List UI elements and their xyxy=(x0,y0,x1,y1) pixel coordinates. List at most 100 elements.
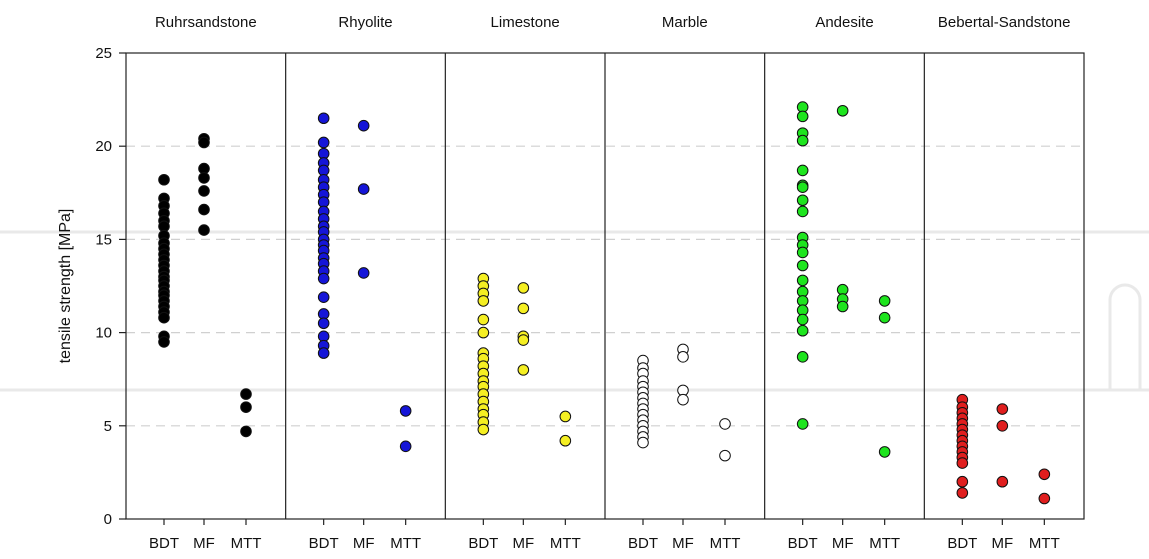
data-point xyxy=(240,425,252,438)
x-tick-label: MF xyxy=(672,535,694,552)
panel-title: Limestone xyxy=(491,14,560,31)
data-point xyxy=(158,173,170,186)
x-tick-label: BDT xyxy=(788,535,818,552)
x-tick-label: MF xyxy=(512,535,534,552)
panel-title: Rhyolite xyxy=(338,14,392,31)
data-point xyxy=(517,334,530,346)
y-tick-label: 25 xyxy=(95,45,112,62)
data-point xyxy=(240,388,252,400)
data-point xyxy=(719,418,731,430)
y-tick-label: 20 xyxy=(95,138,112,155)
data-point xyxy=(796,205,809,218)
data-point xyxy=(517,364,530,376)
data-point xyxy=(198,203,210,216)
data-point xyxy=(956,487,969,499)
data-point xyxy=(559,434,572,447)
y-axis-title: tensile strength [MPa] xyxy=(57,209,74,364)
x-tick-label: MF xyxy=(353,535,375,552)
x-tick-label: MTT xyxy=(390,535,421,552)
data-point xyxy=(317,291,330,303)
panel-title: Andesite xyxy=(815,14,873,31)
x-tick-label: MTT xyxy=(231,535,262,552)
data-point xyxy=(956,457,969,469)
data-point xyxy=(956,475,969,488)
x-tick-label: MTT xyxy=(1029,535,1060,552)
data-point xyxy=(399,440,412,453)
data-point xyxy=(357,119,370,132)
data-point xyxy=(477,326,490,339)
data-point xyxy=(878,446,891,458)
x-tick-label: BDT xyxy=(309,535,339,552)
data-point xyxy=(996,403,1009,415)
data-point xyxy=(240,401,252,413)
data-point xyxy=(677,351,689,363)
x-axis: BDT MF MTT BDT MF MTT BDT MF MTT BDT MF MTT BDT MF MTT… xyxy=(149,519,1060,552)
data-point xyxy=(836,300,849,313)
data-point xyxy=(796,324,809,337)
data-point xyxy=(719,449,731,462)
data-point xyxy=(996,420,1009,432)
data-point xyxy=(317,317,330,330)
data-point xyxy=(198,172,210,184)
x-tick-label: MF xyxy=(193,535,215,552)
data-point xyxy=(796,246,809,259)
panel-title: Ruhrsandstone xyxy=(155,14,257,31)
y-tick-label: 0 xyxy=(104,511,112,528)
data-point xyxy=(1038,492,1051,505)
data-point xyxy=(317,136,330,149)
data-point xyxy=(796,351,809,363)
y-tick-label: 15 xyxy=(95,231,112,248)
x-tick-label: MTT xyxy=(550,535,581,552)
data-point xyxy=(1038,468,1051,481)
data-point xyxy=(158,336,170,348)
data-point xyxy=(836,104,849,117)
data-point xyxy=(796,164,809,177)
data-point xyxy=(198,185,210,197)
panel-dividers xyxy=(285,53,925,519)
data-point xyxy=(477,313,490,326)
data-point xyxy=(477,295,490,307)
x-tick-label: BDT xyxy=(628,535,658,552)
data-point xyxy=(878,311,891,324)
panel-title: Marble xyxy=(662,14,708,31)
data-point xyxy=(317,112,330,125)
data-point xyxy=(637,436,649,449)
x-tick-label: BDT xyxy=(947,535,977,552)
data-points xyxy=(158,101,1051,505)
data-point xyxy=(317,272,330,285)
data-point xyxy=(357,267,370,279)
data-point xyxy=(399,405,412,417)
y-tick-label: 5 xyxy=(104,418,112,435)
data-point xyxy=(559,410,572,423)
y-axis: 0 5 10 15 20 25 xyxy=(95,45,126,528)
data-point xyxy=(357,183,370,195)
x-tick-label: MTT xyxy=(869,535,900,552)
data-point xyxy=(198,136,210,149)
data-point xyxy=(878,295,891,307)
data-point xyxy=(477,423,490,436)
watermark-shape xyxy=(0,230,1149,392)
x-tick-label: MF xyxy=(832,535,854,552)
data-point xyxy=(517,282,530,294)
data-point xyxy=(796,418,809,430)
x-tick-label: BDT xyxy=(149,535,179,552)
x-tick-label: BDT xyxy=(468,535,498,552)
data-point xyxy=(317,347,330,359)
panel-title: Bebertal-Sandstone xyxy=(938,14,1071,31)
plot-area-frame xyxy=(125,52,1085,520)
x-tick-label: MF xyxy=(991,535,1013,552)
data-point xyxy=(158,311,170,324)
data-point xyxy=(517,302,530,315)
data-point xyxy=(796,194,809,207)
data-point xyxy=(796,134,809,147)
plot-border xyxy=(125,52,1085,520)
data-point xyxy=(796,259,809,272)
data-point xyxy=(198,224,210,236)
x-tick-label: MTT xyxy=(710,535,741,552)
data-point xyxy=(796,110,809,123)
data-point xyxy=(796,313,809,326)
data-point xyxy=(677,393,689,406)
panel-titles: Ruhrsandstone Rhyolite Limestone Marble Ande… xyxy=(155,14,1070,31)
data-point xyxy=(796,274,809,287)
